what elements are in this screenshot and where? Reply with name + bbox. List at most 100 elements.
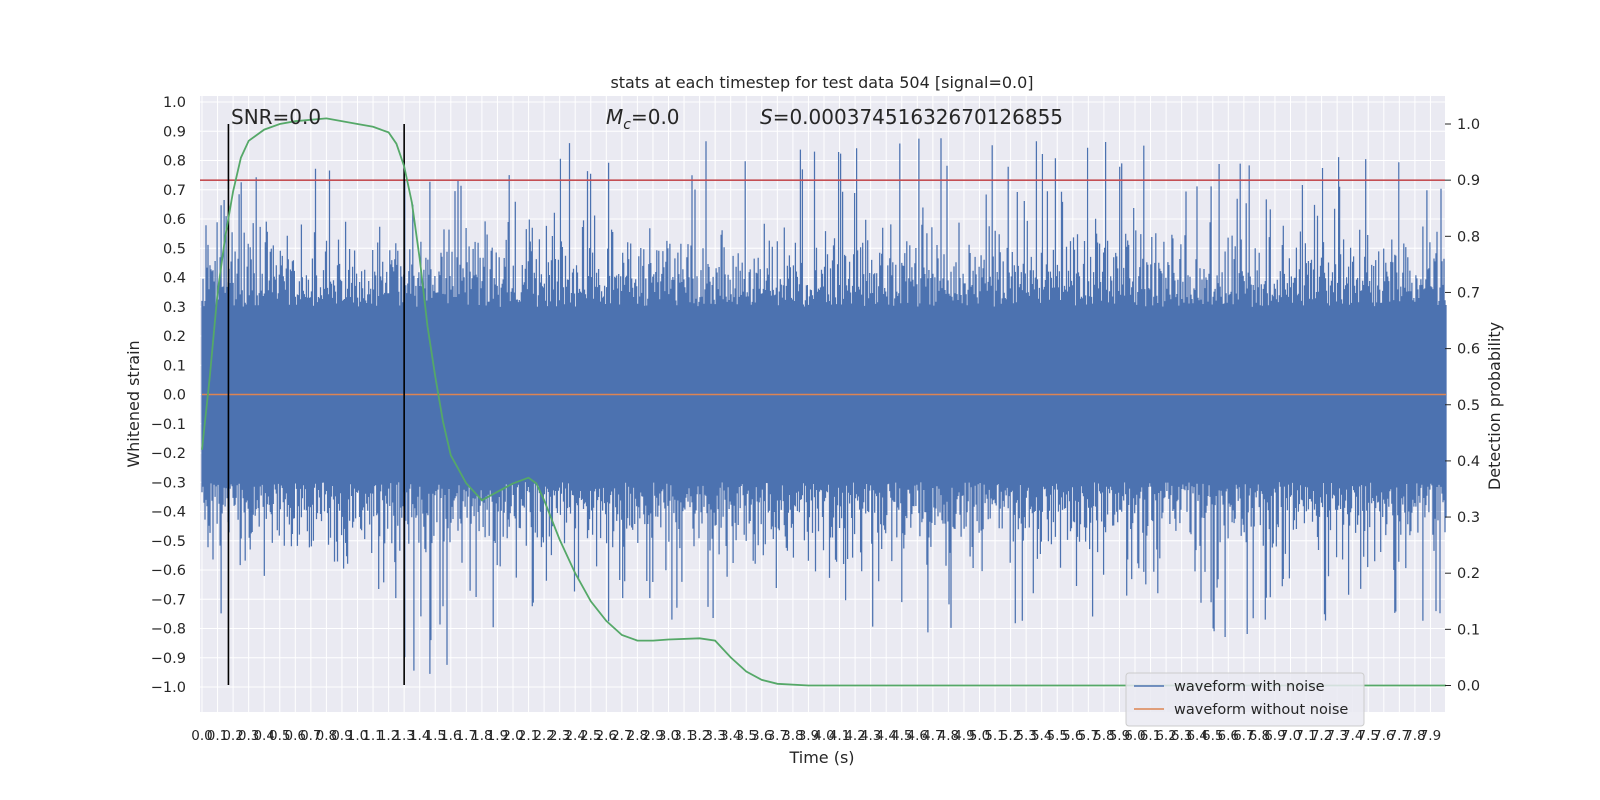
x-tick-label: 3.9	[798, 728, 819, 744]
y2-tick-label: 1.0	[1457, 117, 1480, 133]
x-tick-label: 5.9	[1109, 728, 1130, 744]
y-tick-label: −0.5	[151, 534, 186, 550]
x-tick-label: 2.4	[564, 728, 585, 744]
y-tick-label: 0.4	[163, 271, 186, 287]
x-tick-label: 5.1	[984, 728, 1005, 744]
x-tick-label: 6.5	[1202, 728, 1223, 744]
y-tick-label: 0.2	[163, 329, 186, 345]
x-tick-label: 4.4	[875, 728, 896, 744]
mc-subscript: c	[623, 117, 631, 133]
y-tick-label: −0.4	[151, 505, 186, 521]
x-tick-label: 0.9	[331, 728, 352, 744]
chart-title: stats at each timestep for test data 504…	[610, 73, 1033, 92]
x-tick-label: 3.5	[736, 728, 757, 744]
left-y-ticks: 1.0 0.9 0.8 0.7 0.6 0.5 0.4 0.3 0.2 0.1 0.0 −0.1 −0.…	[151, 95, 186, 696]
x-tick-label: 6.7	[1233, 728, 1254, 744]
waveform-with-noise-line	[201, 138, 1447, 674]
x-tick-label: 6.0	[1124, 728, 1145, 744]
x-tick-label: 7.0	[1280, 728, 1301, 744]
x-tick-label: 0.2	[222, 728, 243, 744]
x-tick-label: 1.9	[487, 728, 508, 744]
legend: waveform with noise waveform without noi…	[1125, 672, 1365, 727]
x-tick-label: 7.2	[1311, 728, 1332, 744]
x-tick-label: 3.3	[704, 728, 725, 744]
x-tick-label: 0.5	[269, 728, 290, 744]
x-tick-label: 0.6	[285, 728, 306, 744]
x-tick-label: 7.1	[1295, 728, 1316, 744]
y-tick-label: −0.9	[151, 651, 186, 667]
x-tick-label: 4.8	[938, 728, 959, 744]
y-tick-label: 0.3	[163, 300, 186, 316]
x-tick-label: 7.9	[1420, 728, 1441, 744]
x-tick-label: 3.1	[673, 728, 694, 744]
y-tick-label: −0.3	[151, 475, 186, 491]
x-tick-label: 2.0	[502, 728, 523, 744]
y2-tick-label: 0.7	[1457, 285, 1480, 301]
x-tick-label: 1.8	[471, 728, 492, 744]
x-tick-label: 6.6	[1218, 728, 1239, 744]
x-tick-label: 2.2	[533, 728, 554, 744]
x-tick-label: 3.0	[658, 728, 679, 744]
x-tick-label: 3.2	[689, 728, 710, 744]
x-tick-label: 5.3	[1015, 728, 1036, 744]
y-tick-label: −0.1	[151, 417, 186, 433]
x-tick-label: 3.4	[720, 728, 741, 744]
y-tick-label: −1.0	[151, 680, 186, 696]
y-tick-label: 0.0	[163, 388, 186, 404]
y2-axis-label: Detection probability	[1485, 322, 1504, 490]
s-annotation: S=0.00037451632670126855	[760, 105, 1063, 129]
x-tick-label: 1.5	[425, 728, 446, 744]
x-tick-label: 7.6	[1373, 728, 1394, 744]
legend-label-clean: waveform without noise	[1174, 702, 1348, 718]
y-tick-label: 0.5	[163, 241, 186, 257]
x-tick-label: 5.0	[969, 728, 990, 744]
x-tick-label: 3.8	[782, 728, 803, 744]
x-tick-label: 2.3	[549, 728, 570, 744]
x-tick-label: 3.7	[767, 728, 788, 744]
y-axis-label: Whitened strain	[124, 340, 143, 467]
x-tick-label: 3.6	[751, 728, 772, 744]
x-tick-label: 0.0	[191, 728, 212, 744]
x-tick-label: 2.6	[596, 728, 617, 744]
x-tick-label: 6.1	[1140, 728, 1161, 744]
x-tick-label: 5.5	[1047, 728, 1068, 744]
y2-tick-label: 0.4	[1457, 454, 1480, 470]
y-tick-label: 0.8	[163, 154, 186, 170]
x-tick-label: 5.8	[1093, 728, 1114, 744]
x-tick-label: 1.2	[378, 728, 399, 744]
x-tick-label: 4.3	[860, 728, 881, 744]
x-tick-label: 5.7	[1078, 728, 1099, 744]
x-ticks: 0.00.10.20.30.40.50.60.70.80.91.01.11.21…	[191, 728, 1441, 744]
x-tick-label: 7.7	[1389, 728, 1410, 744]
y2-tick-label: 0.5	[1457, 398, 1480, 414]
x-tick-label: 4.7	[922, 728, 943, 744]
overlays	[200, 117, 1446, 687]
x-tick-label: 7.3	[1326, 728, 1347, 744]
x-tick-label: 6.2	[1155, 728, 1176, 744]
x-tick-label: 0.8	[316, 728, 337, 744]
x-tick-label: 4.1	[829, 728, 850, 744]
x-tick-label: 4.0	[813, 728, 834, 744]
y-tick-label: 0.1	[163, 358, 186, 374]
y2-tick-label: 0.9	[1457, 173, 1480, 189]
legend-box	[1125, 672, 1365, 727]
x-tick-label: 0.7	[300, 728, 321, 744]
y-tick-label: −0.7	[151, 592, 186, 608]
x-tick-label: 0.3	[238, 728, 259, 744]
mc-value: =0.0	[631, 105, 680, 129]
x-tick-label: 1.3	[393, 728, 414, 744]
s-symbol: S	[760, 105, 773, 129]
y2-tick-label: 0.3	[1457, 510, 1480, 526]
x-tick-label: 7.4	[1342, 728, 1363, 744]
y-tick-label: −0.8	[151, 622, 186, 638]
x-tick-label: 7.5	[1358, 728, 1379, 744]
x-axis-label: Time (s)	[788, 748, 854, 767]
y2-tick-label: 0.1	[1457, 622, 1480, 638]
detection-probability-line	[201, 117, 1446, 687]
y2-tick-label: 0.8	[1457, 229, 1480, 245]
y-tick-label: 1.0	[163, 95, 186, 111]
x-tick-label: 6.9	[1264, 728, 1285, 744]
snr-annotation: SNR=0.0	[231, 105, 321, 129]
right-y-ticks: 1.0 0.9 0.8 0.7 0.6 0.5 0.4 0.3 0.2 0.1 0.0	[1445, 117, 1480, 695]
